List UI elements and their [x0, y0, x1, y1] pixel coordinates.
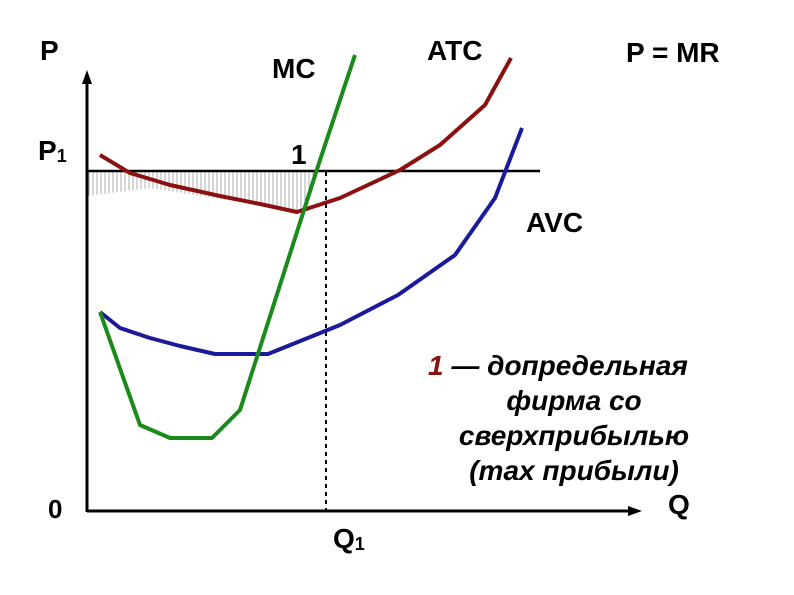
point-1-label: 1: [291, 139, 307, 170]
avc-curve: [98, 127, 524, 356]
caption-line-1: 1 — допредельная: [428, 350, 688, 381]
mc-label: MC: [272, 53, 316, 84]
q1-subscript: 1: [355, 534, 365, 554]
avc-label: AVC: [526, 207, 583, 238]
caption-line-1-text: — допредельная: [444, 350, 688, 381]
caption-line-2: фирма со: [506, 385, 641, 416]
q1-label: Q1: [333, 523, 365, 554]
q-axis-arrow: [628, 506, 642, 516]
q1-letter: Q: [333, 523, 355, 554]
caption: 1 — допредельная фирма со сверхприбылью …: [428, 350, 689, 486]
caption-line-3: сверхприбылью: [459, 420, 689, 451]
p1-label: P1: [38, 135, 67, 166]
axes: [82, 70, 642, 516]
caption-line-4: (max прибыли): [469, 455, 679, 486]
atc-label: ATC: [427, 35, 482, 66]
price-line-label: P = MR: [626, 37, 720, 68]
p1-subscript: 1: [57, 146, 67, 166]
p-axis-arrow: [82, 70, 92, 84]
p-axis-label: P: [40, 35, 59, 66]
atc-curve: [98, 57, 513, 214]
q-axis-label: Q: [668, 489, 690, 520]
p1-letter: P: [38, 135, 57, 166]
caption-marker: 1: [428, 350, 444, 381]
origin-label: 0: [48, 494, 62, 524]
mc-curve: [98, 54, 357, 440]
